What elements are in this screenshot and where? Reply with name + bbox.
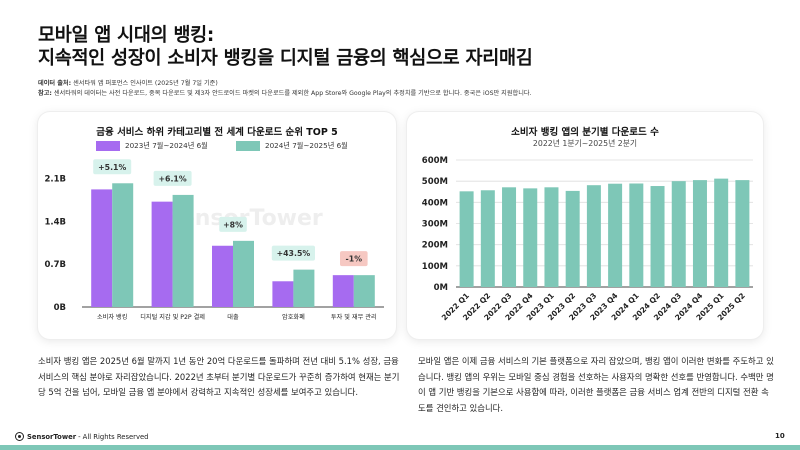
quarter-bar-8 [608, 183, 623, 287]
page-title: 모바일 앱 시대의 뱅킹: 지속적인 성장이 소비자 뱅킹을 디지털 금융의 핵… [38, 24, 778, 70]
growth-badge [271, 245, 315, 261]
note-line: 참고: 센서타워의 데이터는 사전 다운로드, 중복 다운로드 및 제3자 안드… [38, 89, 778, 99]
y-tick-label: 500M [422, 177, 448, 187]
legend-swatch-series-2 [236, 141, 260, 151]
growth-badge [93, 159, 132, 175]
growth-badge [219, 216, 247, 232]
quarter-bar-2 [480, 190, 495, 287]
y-tick-label: 0.7B [44, 260, 66, 270]
quarter-bar-3 [502, 187, 517, 287]
summary-text-right: 모바일 앱은 이제 금융 서비스의 기본 플랫폼으로 자리 잡았으며, 뱅킹 앱… [418, 356, 774, 413]
bar-2-5 [353, 275, 375, 307]
bar-1-1 [91, 189, 113, 307]
legend-item-series-1: 2023년 7월~2024년 6월 [96, 140, 208, 152]
growth-badge [153, 170, 192, 186]
y-tick-label: 2.1B [44, 174, 66, 184]
note-text: 센서타워의 데이터는 사전 다운로드, 중복 다운로드 및 제3자 안드로이드 … [53, 90, 532, 97]
growth-label: +43.5% [277, 249, 311, 258]
quarter-bar-12 [692, 180, 707, 287]
bar-1-5 [332, 275, 354, 307]
page-title-line-2: 지속적인 성장이 소비자 뱅킹을 디지털 금융의 핵심으로 자리매김 [38, 48, 533, 69]
bar-1-3 [212, 245, 233, 307]
quarter-bar-1 [459, 191, 474, 287]
footer-logo: SensorTower - All Rights Reserved [15, 432, 149, 441]
legend-label-series-2: 2024년 7월~2025년 6월 [265, 141, 348, 150]
page-title-line-1: 모바일 앱 시대의 뱅킹: [38, 25, 215, 46]
bar-1-4 [272, 281, 294, 307]
quarter-bar-9 [629, 183, 644, 287]
bar-2-4 [293, 269, 315, 307]
page-number: 10 [775, 432, 785, 440]
quarter-bar-13 [714, 178, 729, 287]
quarter-bar-6 [565, 190, 580, 287]
growth-label: +6.1% [159, 174, 187, 183]
sensor-tower-logo-icon [15, 432, 24, 441]
footer-brand: SensorTower [27, 432, 77, 441]
chart-subtitle-quarterly: 2022년 1분기~2025년 2분기 [532, 139, 638, 148]
note-label: 참고: [38, 90, 52, 97]
quarter-bar-5 [544, 187, 559, 287]
x-tick-label: 디지털 지갑 및 P2P 결제 [140, 313, 205, 321]
y-tick-label: 0B [54, 303, 66, 313]
quarter-bar-11 [671, 181, 686, 287]
y-tick-label: 400M [422, 198, 448, 208]
quarter-bar-4 [523, 188, 538, 287]
legend-item-series-2: 2024년 7월~2025년 6월 [236, 140, 348, 152]
y-tick-label: 200M [422, 241, 448, 251]
summary-text-left: 소비자 뱅킹 앱은 2025년 6월 말까지 1년 동안 20억 다운로드를 돌… [38, 356, 400, 397]
bottom-accent-bar [0, 445, 800, 450]
source-line: 데이터 출처: 센서타워 앱 퍼포먼스 인사이트 (2025년 7월 7일 기준… [38, 79, 778, 89]
chart-title-top5: 금융 서비스 하위 카테고리별 전 세계 다운로드 순위 TOP 5 [96, 127, 338, 138]
growth-label: +5.1% [98, 163, 126, 172]
y-tick-label: 300M [422, 220, 448, 230]
x-tick-label: 소비자 뱅킹 [97, 313, 127, 321]
growth-label: +8% [223, 220, 243, 229]
y-tick-label: 1.4B [44, 217, 66, 227]
bar-2-1 [112, 183, 134, 307]
quarter-bar-14 [735, 180, 750, 287]
footer-rights: - All Rights Reserved [78, 432, 149, 441]
y-tick-label: 600M [422, 156, 448, 166]
quarter-bar-10 [650, 186, 665, 287]
y-tick-label: 100M [422, 262, 448, 272]
x-tick-label: 암호화폐 [282, 313, 305, 321]
legend-swatch-series-1 [96, 141, 120, 151]
bar-1-2 [151, 201, 173, 307]
source-text: 센서타워 앱 퍼포먼스 인사이트 (2025년 7월 7일 기준) [73, 80, 218, 87]
source-notes: 데이터 출처: 센서타워 앱 퍼포먼스 인사이트 (2025년 7월 7일 기준… [38, 79, 778, 99]
quarter-bar-7 [586, 185, 601, 287]
x-tick-label: 대출 [227, 313, 239, 321]
x-tick-label: 투자 및 재무 관리 [331, 313, 377, 321]
bar-2-2 [172, 194, 194, 307]
growth-label: -1% [346, 255, 363, 264]
growth-badge [340, 251, 368, 267]
y-tick-label: 0M [434, 283, 448, 293]
source-label: 데이터 출처: [38, 80, 72, 87]
bar-2-3 [233, 240, 254, 307]
chart-title-quarterly: 소비자 뱅킹 앱의 분기별 다운로드 수 [511, 127, 659, 138]
legend-label-series-1: 2023년 7월~2024년 6월 [125, 141, 208, 150]
